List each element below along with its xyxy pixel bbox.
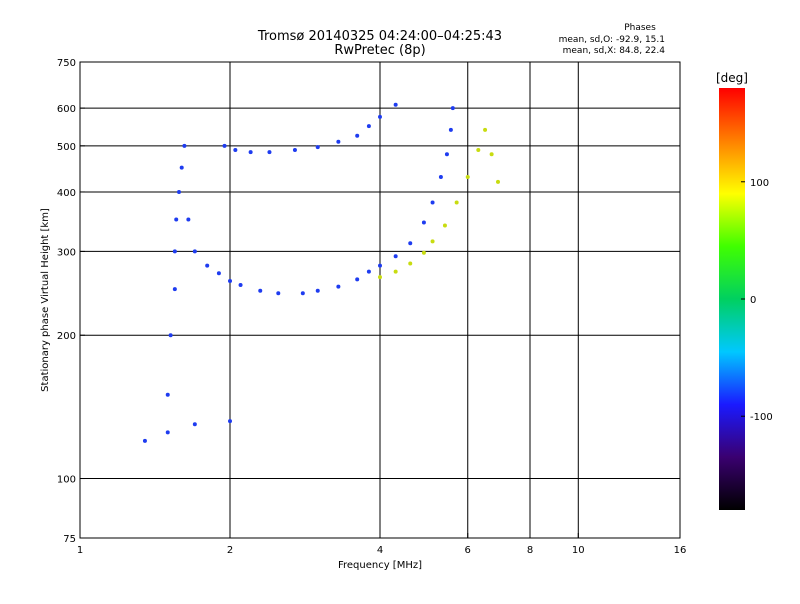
data-point-o-mode <box>292 147 297 152</box>
data-point-o-mode <box>448 127 453 132</box>
data-point-o-mode <box>421 220 426 225</box>
y-tick-label: 75 <box>63 534 76 545</box>
x-tick-label: 2 <box>227 545 233 556</box>
colorbar-unit: [deg] <box>716 71 748 85</box>
data-point-o-mode <box>378 263 382 268</box>
x-tick-label: 6 <box>465 545 471 556</box>
data-point-o-mode <box>366 269 371 274</box>
data-point-o-mode <box>408 241 413 246</box>
colorbar-tick-label: 0 <box>750 295 756 306</box>
data-point-o-mode <box>276 291 281 296</box>
y-tick-label: 600 <box>57 104 76 115</box>
scatter-points <box>142 102 500 443</box>
colorbar-tick-label: -100 <box>750 412 773 423</box>
y-tick-label: 300 <box>57 247 76 258</box>
data-point-o-mode <box>238 283 243 288</box>
chart-subtitle: RwPretec (8p) <box>334 43 425 58</box>
data-point-o-mode <box>336 139 341 144</box>
data-point-o-mode <box>172 249 177 254</box>
data-point-o-mode <box>450 106 455 111</box>
data-point-o-mode <box>176 189 181 194</box>
colorbar <box>719 88 745 510</box>
data-point-o-mode <box>216 271 221 276</box>
data-point-o-mode <box>174 217 179 222</box>
data-point-o-mode <box>165 430 170 435</box>
data-point-o-mode <box>186 217 191 222</box>
colorbar-ticks: 100 0 -100 <box>741 178 773 423</box>
x-tick-label: 8 <box>527 545 533 556</box>
data-point-o-mode <box>355 133 360 138</box>
data-point-x-mode <box>421 250 426 255</box>
data-point-o-mode <box>205 263 210 268</box>
data-point-o-mode <box>228 419 232 424</box>
data-point-o-mode <box>179 165 184 170</box>
data-point-x-mode <box>378 275 382 280</box>
data-point-x-mode <box>465 174 470 179</box>
data-point-o-mode <box>165 392 170 397</box>
data-point-x-mode <box>442 223 447 228</box>
data-point-o-mode <box>192 422 197 427</box>
data-point-x-mode <box>495 179 500 184</box>
data-point-o-mode <box>438 174 443 179</box>
y-tick-label: 200 <box>57 331 76 342</box>
data-point-o-mode <box>222 143 227 148</box>
colorbar-tick-label: 100 <box>750 178 769 189</box>
y-tick-label: 100 <box>57 475 76 486</box>
data-point-o-mode <box>258 288 263 293</box>
data-point-o-mode <box>142 438 147 443</box>
x-tick-label: 1 <box>77 545 83 556</box>
y-tick-label: 500 <box>57 142 76 153</box>
phases-x-stats: mean, sd,X: 84.8, 22.4 <box>563 46 666 56</box>
data-point-o-mode <box>267 150 272 155</box>
data-point-o-mode <box>300 291 305 296</box>
y-tick-label: 400 <box>57 188 76 199</box>
data-point-o-mode <box>315 145 320 150</box>
data-point-x-mode <box>430 239 435 244</box>
data-point-o-mode <box>315 288 320 293</box>
x-tick-label: 16 <box>674 545 687 556</box>
data-point-o-mode <box>378 114 382 119</box>
data-point-o-mode <box>228 279 232 284</box>
data-point-o-mode <box>393 102 398 107</box>
chart-title: Tromsø 20140325 04:24:00–04:25:43 <box>257 29 502 44</box>
data-point-x-mode <box>393 269 398 274</box>
data-point-x-mode <box>408 261 413 266</box>
data-point-x-mode <box>489 152 494 157</box>
data-point-o-mode <box>168 333 173 338</box>
data-point-x-mode <box>483 127 488 132</box>
x-tick-label: 4 <box>377 545 383 556</box>
phases-o-stats: mean, sd,O: -92.9, 15.1 <box>559 35 665 45</box>
x-axis: 1 2 4 6 8 10 16 <box>77 533 687 556</box>
data-point-o-mode <box>430 200 435 205</box>
data-point-o-mode <box>182 143 187 148</box>
data-point-x-mode <box>454 200 459 205</box>
data-point-o-mode <box>444 152 449 157</box>
x-tick-label: 10 <box>572 545 585 556</box>
y-axis: 75 100 200 300 400 500 600 750 <box>57 58 85 545</box>
data-point-o-mode <box>355 277 360 282</box>
data-point-o-mode <box>233 147 238 152</box>
data-point-o-mode <box>366 124 371 129</box>
y-axis-label: Stationary phase Virtual Height [km] <box>40 208 51 392</box>
y-tick-label: 750 <box>57 58 76 69</box>
data-point-o-mode <box>248 150 253 155</box>
data-point-x-mode <box>476 147 481 152</box>
x-axis-label: Frequency [MHz] <box>338 560 422 571</box>
phases-heading: Phases <box>624 23 656 33</box>
data-point-o-mode <box>336 284 341 289</box>
data-point-o-mode <box>192 249 197 254</box>
data-point-o-mode <box>393 254 398 259</box>
data-point-o-mode <box>172 287 177 292</box>
